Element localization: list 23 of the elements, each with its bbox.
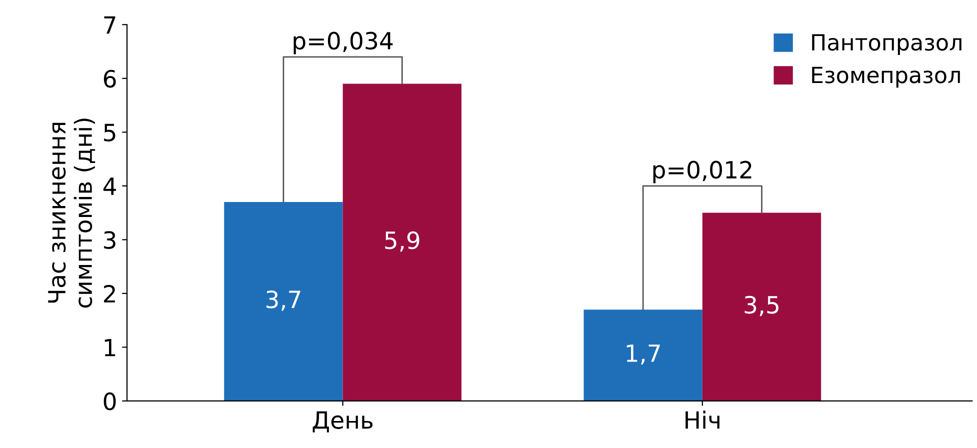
y-tick-label: 3 [104,231,116,249]
x-tick-label: День [312,411,373,432]
data-label: 3,7 [266,290,300,311]
bar [702,212,822,401]
data-label: 1,7 [626,344,660,365]
y-axis-title: Час зникнення симптомів (дні) [48,118,96,308]
annotation: p=0,012 [653,160,752,184]
bar [584,310,702,401]
bar [224,202,343,401]
bar [342,84,462,401]
x-tick-label: Ніч [686,410,720,429]
y-tick-label: 7 [104,16,116,34]
legend-label: Пантопразол [812,34,962,56]
y-tick-label: 1 [104,338,116,356]
y-tick-label: 4 [103,178,116,195]
annotation: p=0,034 [294,32,393,54]
y-tick-label: 2 [104,284,115,302]
data-label: 5,9 [385,231,420,252]
y-tick-label: 5 [104,124,116,142]
legend-label: Езомепразол [812,66,960,88]
y-tick-label: 0 [104,392,116,410]
y-tick-label: 6 [104,70,116,88]
data-label: 3,5 [744,296,778,316]
